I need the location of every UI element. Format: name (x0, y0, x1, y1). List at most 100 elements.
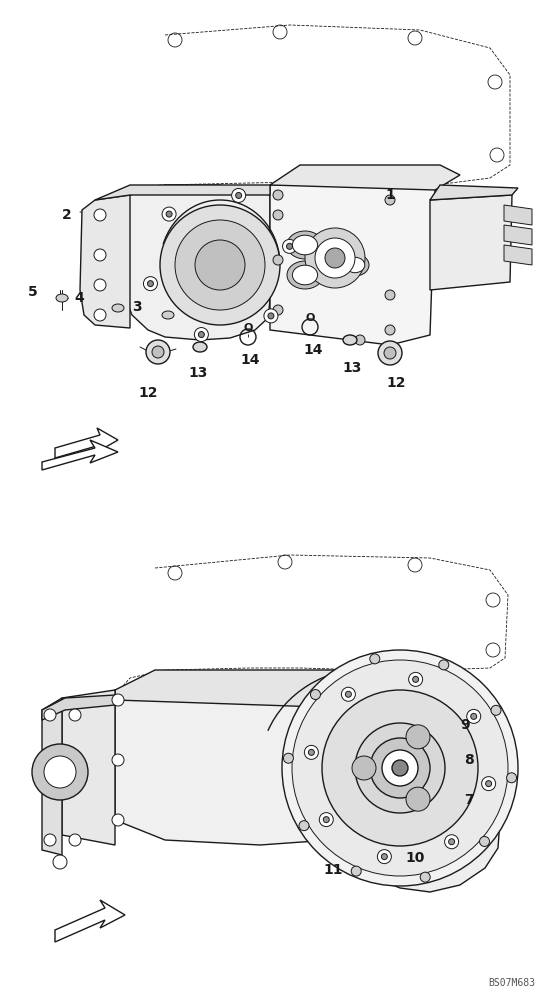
Polygon shape (95, 185, 270, 200)
Circle shape (471, 713, 477, 719)
Polygon shape (118, 185, 270, 340)
Text: 8: 8 (464, 753, 474, 767)
Circle shape (195, 240, 245, 290)
Circle shape (44, 756, 76, 788)
Circle shape (273, 190, 283, 200)
Ellipse shape (287, 261, 323, 289)
Polygon shape (115, 670, 365, 708)
Circle shape (146, 340, 170, 364)
Circle shape (491, 705, 501, 715)
Circle shape (144, 277, 157, 291)
Text: 13: 13 (189, 366, 208, 380)
Circle shape (385, 195, 395, 205)
Polygon shape (504, 205, 532, 225)
Circle shape (467, 709, 481, 723)
Text: 9: 9 (460, 718, 470, 732)
Circle shape (94, 309, 106, 321)
Circle shape (198, 332, 204, 338)
Ellipse shape (293, 265, 318, 285)
Ellipse shape (345, 257, 365, 273)
Circle shape (355, 723, 445, 813)
Polygon shape (55, 900, 125, 942)
Circle shape (94, 279, 106, 291)
Circle shape (232, 188, 246, 202)
Circle shape (323, 817, 329, 823)
Ellipse shape (112, 304, 124, 312)
Circle shape (112, 694, 124, 706)
Ellipse shape (287, 231, 323, 259)
Ellipse shape (193, 342, 207, 352)
Circle shape (486, 781, 492, 787)
Circle shape (264, 309, 278, 323)
Polygon shape (55, 428, 118, 458)
Ellipse shape (293, 235, 318, 255)
Circle shape (273, 305, 283, 315)
Text: O: O (305, 313, 315, 323)
Text: 3: 3 (132, 300, 141, 314)
Circle shape (325, 248, 345, 268)
Circle shape (282, 650, 518, 886)
Text: 14: 14 (303, 343, 323, 357)
Circle shape (351, 866, 361, 876)
Circle shape (449, 839, 455, 845)
Polygon shape (42, 440, 118, 470)
Circle shape (69, 834, 81, 846)
Circle shape (315, 238, 355, 278)
Text: 12: 12 (386, 376, 406, 390)
Circle shape (392, 760, 408, 776)
Ellipse shape (341, 254, 369, 276)
Polygon shape (430, 185, 518, 200)
Text: 5: 5 (28, 285, 38, 299)
Circle shape (322, 690, 478, 846)
Circle shape (409, 672, 423, 686)
Circle shape (304, 745, 318, 759)
Circle shape (370, 654, 380, 664)
Circle shape (384, 347, 396, 359)
Circle shape (44, 709, 56, 721)
Circle shape (166, 211, 172, 217)
Circle shape (378, 850, 391, 864)
Polygon shape (270, 180, 435, 345)
Polygon shape (270, 165, 460, 190)
Circle shape (311, 690, 321, 700)
Text: 13: 13 (342, 361, 362, 375)
Circle shape (406, 787, 430, 811)
Polygon shape (430, 195, 512, 290)
Polygon shape (115, 690, 365, 845)
Circle shape (345, 691, 351, 697)
Circle shape (506, 773, 517, 783)
Circle shape (439, 660, 449, 670)
Polygon shape (504, 225, 532, 245)
Circle shape (268, 313, 274, 319)
Circle shape (195, 328, 208, 342)
Text: 10: 10 (405, 851, 424, 865)
Circle shape (162, 207, 176, 221)
Circle shape (406, 725, 430, 749)
Circle shape (94, 249, 106, 261)
Text: 12: 12 (138, 386, 158, 400)
Circle shape (112, 754, 124, 766)
Circle shape (175, 220, 265, 310)
Circle shape (341, 687, 356, 701)
Circle shape (273, 255, 283, 265)
Circle shape (53, 855, 67, 869)
Circle shape (352, 756, 376, 780)
Circle shape (385, 290, 395, 300)
Text: 14: 14 (240, 353, 260, 367)
Circle shape (283, 753, 293, 763)
Circle shape (413, 676, 419, 682)
Circle shape (385, 325, 395, 335)
Circle shape (147, 281, 153, 287)
Circle shape (480, 836, 489, 846)
Ellipse shape (56, 294, 68, 302)
Text: 4: 4 (74, 291, 84, 305)
Polygon shape (42, 698, 62, 855)
Polygon shape (42, 695, 115, 720)
Circle shape (32, 744, 88, 800)
Circle shape (287, 243, 293, 249)
Circle shape (299, 821, 309, 831)
Text: 1: 1 (385, 188, 395, 202)
Circle shape (236, 192, 242, 198)
Circle shape (370, 738, 430, 798)
Circle shape (420, 872, 430, 882)
